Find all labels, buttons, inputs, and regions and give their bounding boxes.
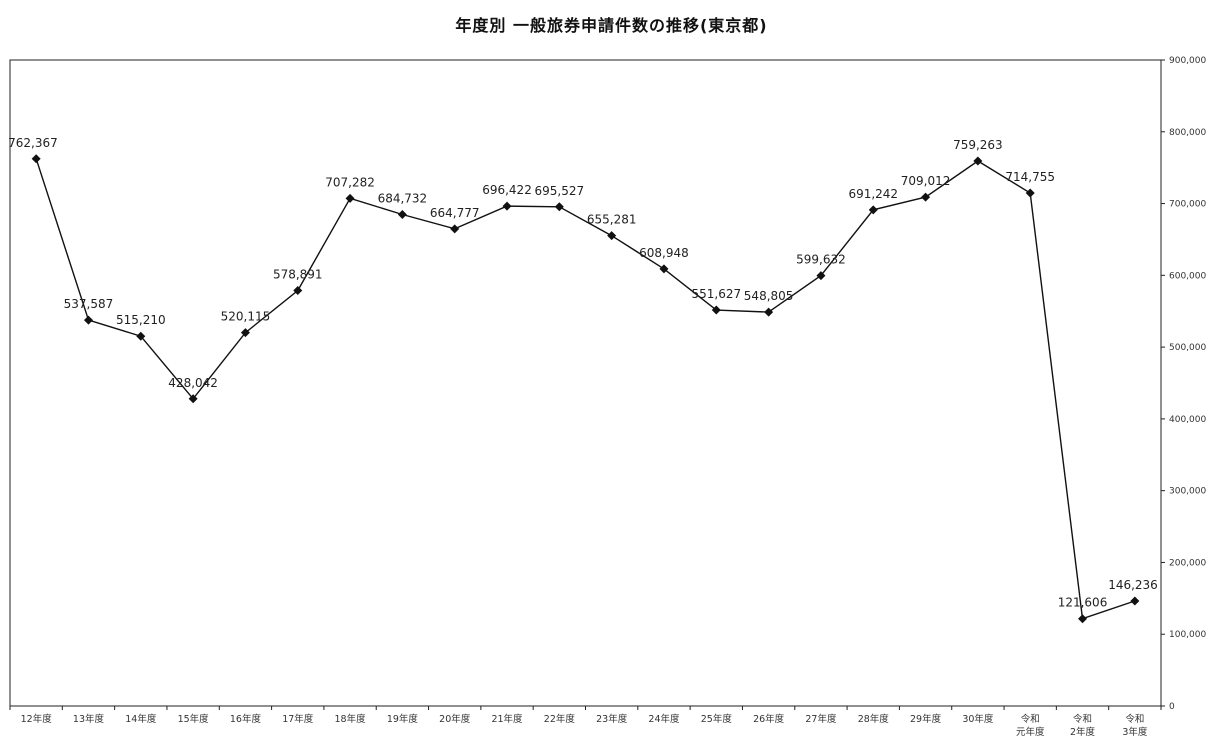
y-tick-label: 900,000 [1169,56,1206,66]
x-tick-label: 14年度 [125,713,157,725]
data-label: 695,527 [535,184,585,198]
data-point [188,394,198,404]
data-point [450,224,460,234]
x-tick-label: 28年度 [858,713,890,725]
x-tick-label: 22年度 [544,713,576,725]
x-tick-label: 18年度 [335,713,367,725]
data-point [1025,188,1035,198]
data-label: 696,422 [482,183,532,197]
data-label: 146,236 [1108,578,1158,592]
data-label: 691,242 [848,187,898,201]
data-point [607,231,617,241]
y-tick-label: 400,000 [1169,415,1206,425]
chart-title: 年度別 一般旅券申請件数の推移(東京都) [455,16,768,35]
y-tick-label: 0 [1169,702,1175,712]
data-point [764,307,774,317]
data-point [868,205,878,215]
x-tick-label: 20年度 [439,713,471,725]
x-tick-label: 21年度 [491,713,523,725]
data-label: 578,891 [273,267,323,281]
data-point [397,210,407,220]
data-point [31,154,41,164]
y-tick-label: 100,000 [1169,630,1206,640]
data-point [502,201,512,211]
x-tick-label: 17年度 [282,713,314,725]
data-label: 709,012 [901,174,951,188]
data-point [293,285,303,295]
x-tick-label: 29年度 [910,713,942,725]
data-point [973,156,983,166]
y-tick-label: 600,000 [1169,271,1206,281]
x-tick-label: 26年度 [753,713,785,725]
x-tick-label: 16年度 [230,713,262,725]
data-label: 520,115 [221,310,271,324]
y-tick-label: 500,000 [1169,343,1206,353]
x-tick-label: 15年度 [178,713,210,725]
x-tick-label: 19年度 [387,713,419,725]
data-points [31,154,1140,624]
data-label: 655,281 [587,213,637,227]
data-label: 762,367 [8,136,58,150]
data-label: 599,632 [796,253,846,267]
data-point [711,305,721,315]
y-tick-label: 700,000 [1169,200,1206,210]
data-label: 551,627 [691,287,741,301]
data-label: 714,755 [1005,170,1055,184]
data-point [345,193,355,203]
x-tick-label: 13年度 [73,713,105,725]
x-axis: 12年度 13年度 14年度 15年度 16年度 17年度 18年度 19年度 20年度 21年度… [9,706,1162,738]
data-label: 515,210 [116,313,166,327]
y-tick-label: 300,000 [1169,487,1206,497]
x-tick-label: 23年度 [596,713,628,725]
data-point [1078,614,1088,624]
x-tick-label: 令和元年度 [1016,713,1045,738]
data-label: 537,587 [64,297,114,311]
data-point [1130,596,1140,606]
x-tick-label: 24年度 [648,713,680,725]
data-point [83,315,93,325]
data-label: 664,777 [430,206,480,220]
x-tick-label: 25年度 [701,713,733,725]
y-tick-label: 800,000 [1169,128,1206,138]
data-label: 759,263 [953,138,1003,152]
y-tick-label: 200,000 [1169,558,1206,568]
data-point [554,202,564,212]
series-line [35,158,1136,620]
data-label: 707,282 [325,175,375,189]
x-tick-label: 30年度 [962,713,994,725]
x-tick-label: 令和 3年度 [1122,713,1148,738]
data-label: 548,805 [744,289,794,303]
x-tick-label: 27年度 [805,713,837,725]
data-point [659,264,669,274]
data-point [240,328,250,338]
y-axis: 0 100,000 200,000 300,000 400,000 500,000 600,… [1161,56,1206,712]
data-point [816,271,826,281]
data-label: 684,732 [378,192,428,206]
x-tick-label: 令和 2年度 [1070,713,1096,738]
data-label: 428,042 [168,376,218,390]
data-point [921,192,931,202]
data-label: 121,606 [1058,596,1108,610]
data-point [136,331,146,341]
data-label: 608,948 [639,246,689,260]
x-tick-label: 12年度 [21,713,53,725]
